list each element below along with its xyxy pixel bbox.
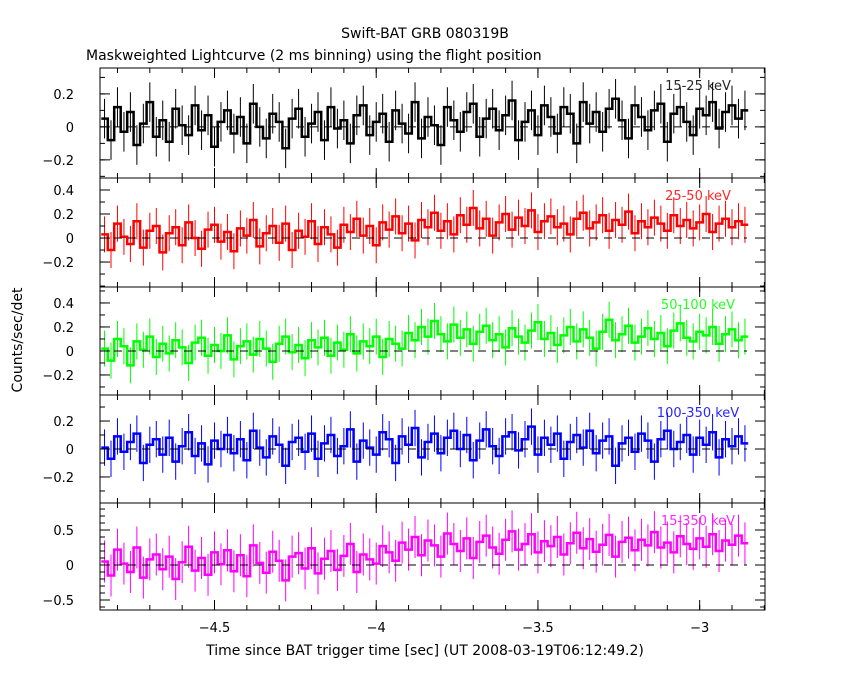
y-tick-label: 0 xyxy=(66,232,74,247)
series-line xyxy=(101,425,749,468)
panel-100-350-keV: 100-350 keV 0.2 0 −0.2 xyxy=(42,394,766,504)
panel-50-100-keV: 50-100 keV 0.4 0.2 0 −0.2 xyxy=(42,286,766,396)
y-tick-label: 0 xyxy=(66,559,74,574)
y-tick-label: −0.2 xyxy=(42,369,74,384)
y-tick-label: 0 xyxy=(66,345,74,360)
series-line xyxy=(101,530,749,582)
x-tick-label: −4.5 xyxy=(199,621,231,636)
chart-title: Swift-BAT GRB 080319B xyxy=(341,26,509,42)
band-label: 15-25 keV xyxy=(665,79,731,94)
y-tick-label: 0.5 xyxy=(53,524,74,539)
y-tick-label: −0.2 xyxy=(42,256,74,271)
y-tick-label: 0.2 xyxy=(53,208,74,223)
series xyxy=(101,510,749,602)
x-tick-label: −3.5 xyxy=(522,621,554,636)
series xyxy=(101,79,749,169)
y-tick-label: −0.2 xyxy=(42,154,74,169)
y-tick-label: −0.2 xyxy=(42,471,74,486)
panel-15-350-keV: 15-350 keV 0.5 0 −0.5 xyxy=(42,502,766,611)
y-tick-label: 0.2 xyxy=(53,88,74,103)
series-line xyxy=(101,206,749,254)
x-tick-label: −3 xyxy=(690,621,709,636)
band-label: 50-100 keV xyxy=(661,298,735,313)
series xyxy=(101,301,749,384)
x-axis-label: Time since BAT trigger time [sec] (UT 20… xyxy=(205,643,644,659)
panel-25-50-keV: 25-50 keV 0.4 0.2 0 −0.2 xyxy=(42,177,766,288)
series xyxy=(101,190,749,271)
panel-frame xyxy=(99,502,766,611)
y-tick-label: 0 xyxy=(66,443,74,458)
y-tick-label: 0.2 xyxy=(53,415,74,430)
chart-subtitle: Maskweighted Lightcurve (2 ms binning) u… xyxy=(86,48,542,64)
series-line xyxy=(101,97,749,150)
band-label: 15-350 keV xyxy=(661,514,735,529)
series-line xyxy=(101,318,749,367)
series xyxy=(101,408,749,484)
band-label: 25-50 keV xyxy=(665,189,731,204)
band-label: 100-350 keV xyxy=(657,406,740,421)
y-tick-label: 0.2 xyxy=(53,321,74,336)
panel-15-25-keV: 15-25 keV 0.2 0 −0.2 xyxy=(42,67,766,179)
y-tick-label: 0.4 xyxy=(53,184,74,199)
y-tick-label: 0 xyxy=(66,121,74,136)
y-tick-label: 0.4 xyxy=(53,297,74,312)
x-tick-label: −4 xyxy=(367,621,386,636)
y-tick-label: −0.5 xyxy=(42,594,74,609)
y-axis-label: Counts/sec/det xyxy=(10,287,26,392)
